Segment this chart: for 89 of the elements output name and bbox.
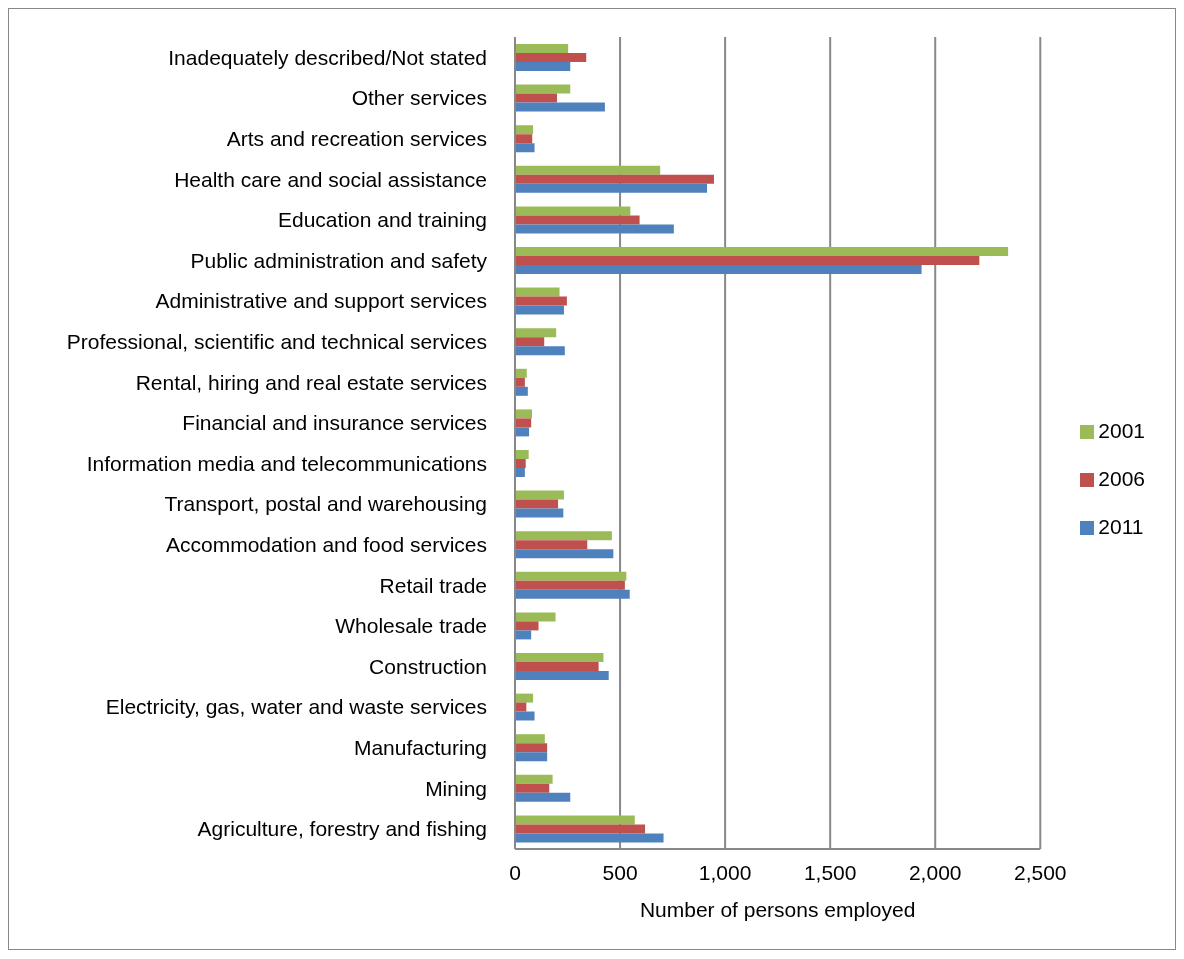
bar <box>515 183 708 193</box>
y-tick-label: Inadequately described/Not stated <box>168 45 487 69</box>
bar <box>515 215 640 225</box>
bar <box>515 418 532 428</box>
bar <box>515 549 614 559</box>
bar <box>515 93 558 103</box>
bar <box>515 377 525 387</box>
y-tick-label: Rental, hiring and real estate services <box>135 370 487 394</box>
bar <box>515 450 529 459</box>
bar <box>515 62 571 71</box>
x-tick-label: 0 <box>509 860 521 884</box>
bar <box>515 824 646 834</box>
y-tick-label: Arts and recreation services <box>226 126 487 150</box>
legend-label: 2011 <box>1098 515 1144 538</box>
bar <box>515 499 559 509</box>
y-tick-label: Retail trade <box>379 573 487 597</box>
bar <box>515 206 631 216</box>
bar <box>515 368 527 378</box>
y-tick-label: Manufacturing <box>353 735 487 759</box>
bar <box>515 490 564 500</box>
bar <box>515 459 526 468</box>
bar <box>515 134 533 144</box>
bar <box>515 571 627 581</box>
bar <box>515 734 545 744</box>
y-tick-label: Other services <box>351 86 487 110</box>
bar <box>515 662 599 671</box>
x-tick-label: 2,000 <box>908 860 962 884</box>
bar <box>515 531 612 541</box>
bar <box>515 783 550 793</box>
x-tick-label: 500 <box>602 860 638 884</box>
x-axis-title: Number of persons employed <box>639 898 916 921</box>
bar <box>515 630 532 640</box>
y-tick-label: Mining <box>425 776 487 800</box>
bar <box>515 256 980 265</box>
bar <box>515 53 587 62</box>
bar <box>515 752 548 762</box>
bar <box>515 711 535 721</box>
bar <box>515 174 714 184</box>
bar <box>515 84 571 94</box>
bar <box>515 621 539 631</box>
bar <box>515 743 548 753</box>
bar <box>515 580 625 590</box>
bar <box>515 792 571 802</box>
bar <box>515 774 553 784</box>
y-tick-label: Agriculture, forestry and fishing <box>197 817 487 841</box>
y-tick-label: Information media and telecommunications <box>86 451 487 475</box>
y-tick-label: Electricity, gas, water and waste services <box>105 695 487 719</box>
bar <box>515 143 535 153</box>
y-tick-label: Financial and insurance services <box>182 411 487 435</box>
bar <box>515 693 534 703</box>
bar <box>515 305 564 315</box>
x-tick-label: 2,500 <box>1014 860 1067 884</box>
y-tick-label: Transport, postal and warehousing <box>164 492 487 516</box>
bar <box>515 247 1009 256</box>
bar <box>515 815 635 825</box>
legend-label: 2001 <box>1098 419 1145 442</box>
bar <box>515 589 630 599</box>
bar <box>515 540 588 550</box>
y-tick-label: Education and training <box>278 208 487 232</box>
bar <box>515 328 557 338</box>
bar <box>515 409 533 419</box>
bar <box>515 44 569 53</box>
x-tick-label: 1,500 <box>803 860 857 884</box>
y-tick-label: Administrative and support services <box>155 289 487 313</box>
bar <box>515 653 604 662</box>
x-tick-label: 1,000 <box>698 860 752 884</box>
bar <box>515 224 674 234</box>
bar <box>515 165 661 175</box>
bar <box>515 287 560 297</box>
y-tick-label: Public administration and safety <box>190 248 488 272</box>
y-tick-label: Health care and social assistance <box>174 167 487 191</box>
y-tick-label: Wholesale trade <box>335 614 487 638</box>
bar <box>515 102 605 112</box>
bar <box>515 125 534 135</box>
bar <box>515 468 525 477</box>
legend-label: 2006 <box>1098 467 1145 490</box>
y-tick-label: Professional, scientific and technical services <box>66 329 487 353</box>
bar <box>515 296 567 306</box>
bar <box>515 671 609 680</box>
bar <box>515 386 528 396</box>
bar <box>515 508 564 518</box>
y-tick-label: Construction <box>369 654 487 678</box>
y-tick-label: Accommodation and food services <box>166 532 487 556</box>
bar <box>515 427 530 437</box>
bar <box>515 833 664 843</box>
bar <box>515 337 545 347</box>
bar <box>515 612 556 622</box>
bar <box>515 265 922 274</box>
bar <box>515 346 565 356</box>
